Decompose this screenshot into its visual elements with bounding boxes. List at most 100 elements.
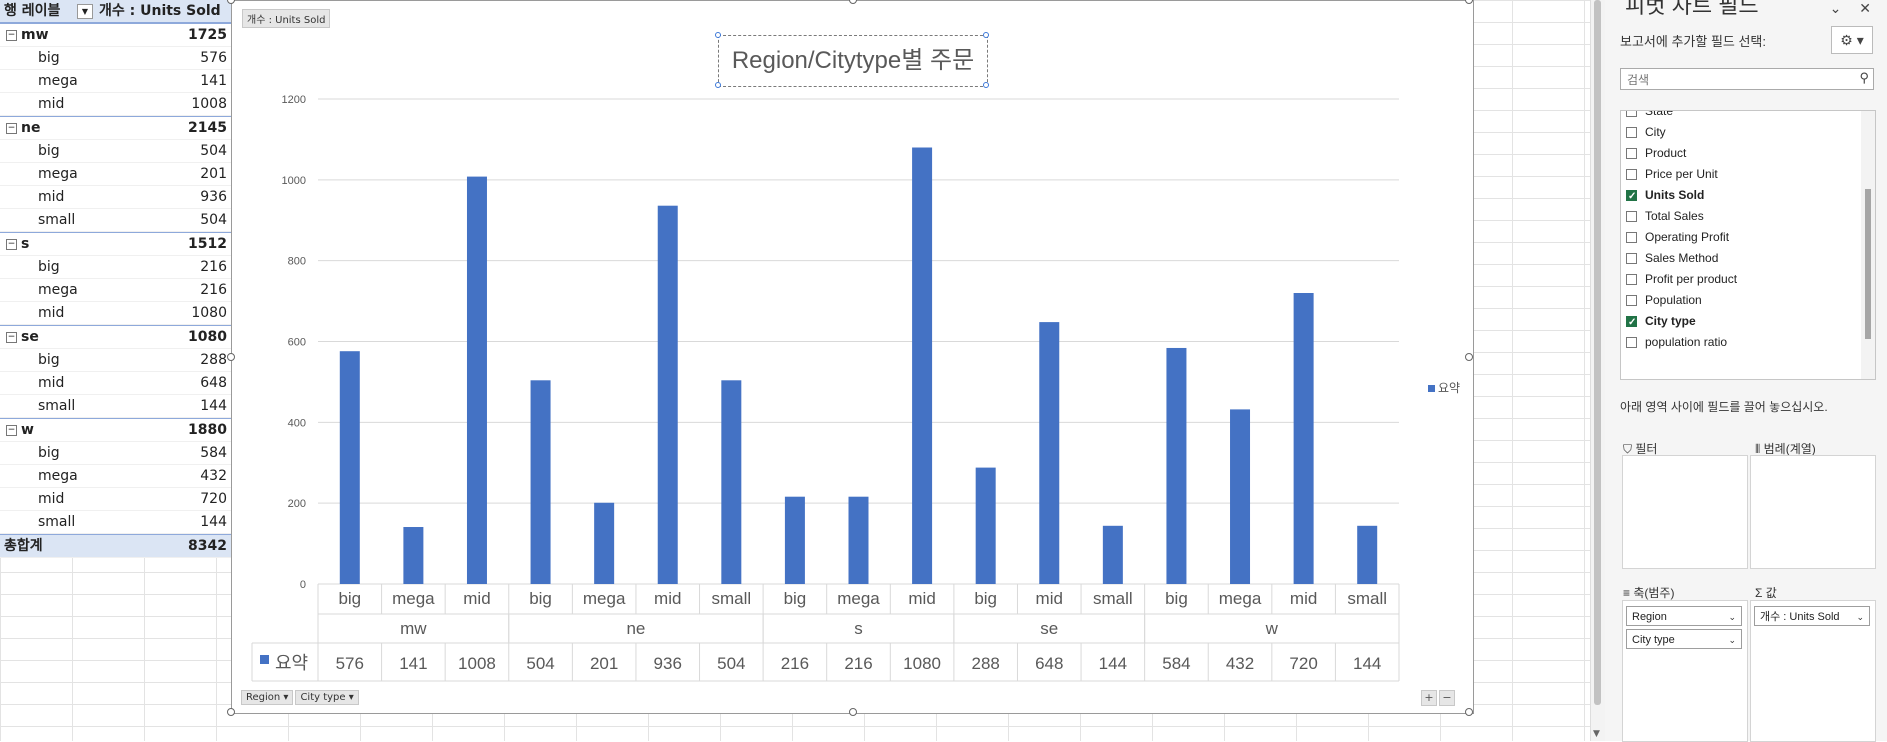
field-checkbox[interactable] xyxy=(1626,274,1637,285)
field-item[interactable]: State xyxy=(1621,110,1861,122)
field-checkbox[interactable] xyxy=(1626,111,1637,117)
resize-handle-icon[interactable] xyxy=(1465,708,1473,716)
field-item[interactable]: population ratio xyxy=(1621,332,1861,353)
y-tick-label: 1200 xyxy=(282,94,306,106)
field-item[interactable]: City xyxy=(1621,122,1861,143)
resize-handle-icon[interactable] xyxy=(849,708,857,716)
filter-zone[interactable] xyxy=(1622,455,1748,569)
field-label: State xyxy=(1645,110,1674,118)
value-field-units-sold[interactable]: 개수 : Units Sold ⌄ xyxy=(1754,606,1870,626)
pivot-group-row: − se 1080 xyxy=(0,325,231,349)
scrollbar-thumb[interactable] xyxy=(1594,0,1601,705)
field-checkbox[interactable] xyxy=(1626,211,1637,222)
item-label: small xyxy=(38,398,76,414)
data-table-value: 432 xyxy=(1226,654,1254,673)
expand-field-button[interactable]: + xyxy=(1421,690,1437,706)
field-item[interactable]: Units Sold xyxy=(1621,185,1861,207)
chevron-down-icon[interactable]: ⌄ xyxy=(1728,635,1736,645)
resize-handle-icon[interactable] xyxy=(227,708,235,716)
sheet-vertical-scrollbar[interactable]: ▼ xyxy=(1590,0,1605,741)
field-search[interactable]: ⚲ xyxy=(1620,68,1874,90)
values-zone[interactable]: 개수 : Units Sold ⌄ xyxy=(1750,600,1876,742)
legend-zone[interactable] xyxy=(1750,455,1876,569)
chevron-down-icon[interactable]: ⌄ xyxy=(1829,0,1842,16)
region-axis-button[interactable]: Region ▾ xyxy=(241,690,294,705)
drag-fields-label: 아래 영역 사이에 필드를 끌어 놓으십시오. xyxy=(1620,400,1828,414)
filter-zone-label: 필터 xyxy=(1635,442,1658,456)
scroll-down-icon[interactable]: ▼ xyxy=(1593,729,1600,739)
pivot-chart-fields-panel: 피벗 차트 필드 ⌄ ✕ 보고서에 추가할 필드 선택: ⚙ ▾ ⚲ State… xyxy=(1605,0,1887,742)
pivot-group-row: − s 1512 xyxy=(0,232,231,256)
chart-value-field-button[interactable]: 개수 : Units Sold xyxy=(242,9,331,28)
group-label: s xyxy=(21,236,30,252)
axis-zone[interactable]: Region ⌄ City type ⌄ xyxy=(1622,600,1748,742)
collapse-icon[interactable]: − xyxy=(6,123,17,134)
field-item[interactable]: City type xyxy=(1621,311,1861,333)
field-list-scrollbar[interactable] xyxy=(1861,111,1875,379)
resize-handle-icon[interactable] xyxy=(227,353,235,361)
bar xyxy=(912,147,933,584)
citytype-axis-button[interactable]: City type ▾ xyxy=(295,690,359,705)
axis-field-region[interactable]: Region ⌄ xyxy=(1626,606,1742,626)
field-checkbox[interactable] xyxy=(1626,312,1637,333)
pivot-item-row: mega 432 xyxy=(0,465,231,488)
collapse-icon[interactable]: − xyxy=(6,30,17,41)
field-checkbox[interactable] xyxy=(1626,295,1637,306)
field-item[interactable]: Sales Method xyxy=(1621,248,1861,269)
pivot-item-row: mid 648 xyxy=(0,372,231,395)
rows-icon: ≡ xyxy=(1623,586,1631,600)
category-axis-label: mid xyxy=(908,589,935,608)
field-item[interactable]: Product xyxy=(1621,143,1861,164)
field-checkbox[interactable] xyxy=(1626,169,1637,180)
pivot-item-row: big 216 xyxy=(0,256,231,279)
y-tick-label: 800 xyxy=(288,256,306,268)
field-list-scroll-thumb[interactable] xyxy=(1865,189,1871,339)
field-checkbox[interactable] xyxy=(1626,127,1637,138)
field-checkbox[interactable] xyxy=(1626,148,1637,159)
pivot-chart[interactable]: 0 200 400 600 800 1000 1200 mw ne s se w big 576 mega 1… xyxy=(227,0,1474,716)
chart-legend[interactable]: 요약 xyxy=(1428,379,1460,396)
search-input[interactable] xyxy=(1625,70,1844,90)
close-icon[interactable]: ✕ xyxy=(1859,0,1871,16)
field-item[interactable]: Operating Profit xyxy=(1621,227,1861,248)
field-checkbox[interactable] xyxy=(1626,186,1637,207)
title-handle-icon[interactable] xyxy=(983,32,989,38)
bar xyxy=(721,380,742,584)
item-value: 288 xyxy=(200,352,227,368)
row-filter-dropdown-icon[interactable]: ▼ xyxy=(77,4,93,19)
panel-title: 피벗 차트 필드 xyxy=(1625,0,1759,18)
axis-field-buttons: Region ▾ City type ▾ xyxy=(241,690,359,705)
title-handle-icon[interactable] xyxy=(715,32,721,38)
field-checkbox[interactable] xyxy=(1626,232,1637,243)
axis-field-citytype[interactable]: City type ⌄ xyxy=(1626,629,1742,649)
field-checkbox[interactable] xyxy=(1626,337,1637,348)
grand-total-value: 8342 xyxy=(188,538,227,554)
chart-title[interactable]: Region/Citytype별 주문 xyxy=(718,35,988,87)
chevron-down-icon[interactable]: ⌄ xyxy=(1856,612,1864,622)
grand-total-label: 총합계 xyxy=(4,538,43,554)
collapse-field-button[interactable]: − xyxy=(1439,690,1455,706)
search-icon[interactable]: ⚲ xyxy=(1859,70,1869,85)
title-handle-icon[interactable] xyxy=(983,82,989,88)
category-axis-label: mega xyxy=(583,589,626,608)
chevron-down-icon[interactable]: ⌄ xyxy=(1728,612,1736,622)
collapse-icon[interactable]: − xyxy=(6,425,17,436)
field-item[interactable]: Profit per product xyxy=(1621,269,1861,290)
title-handle-icon[interactable] xyxy=(715,82,721,88)
field-checkbox[interactable] xyxy=(1626,253,1637,264)
data-table-value: 144 xyxy=(1353,654,1381,673)
collapse-icon[interactable]: − xyxy=(6,239,17,250)
field-item[interactable]: Population xyxy=(1621,290,1861,311)
resize-handle-icon[interactable] xyxy=(1465,353,1473,361)
field-item[interactable]: Price per Unit xyxy=(1621,164,1861,185)
collapse-icon[interactable]: − xyxy=(6,332,17,343)
field-label: City xyxy=(1645,125,1666,139)
field-list[interactable]: State City Product Price per Unit Units Sold… xyxy=(1620,110,1876,380)
y-tick-label: 200 xyxy=(288,498,306,510)
item-label: mid xyxy=(38,375,65,391)
bar xyxy=(975,467,996,584)
field-item[interactable]: Total Sales xyxy=(1621,206,1861,227)
bar xyxy=(466,176,487,584)
item-label: big xyxy=(38,50,60,66)
gear-icon[interactable]: ⚙ ▾ xyxy=(1831,26,1873,54)
